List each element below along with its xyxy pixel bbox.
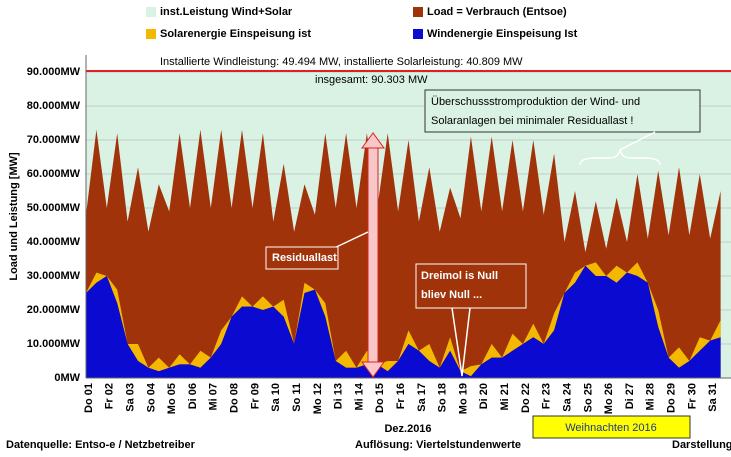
annotation: Residuallast [272,252,337,264]
x-tick-label: So 04 [145,382,157,412]
y-tick-label: 60.000MW [27,168,81,180]
x-tick-label: Do 08 [229,383,241,413]
x-tick-label: Do 29 [665,383,677,413]
x-tick-label: So 11 [291,383,303,412]
x-tick-label: Fr 02 [104,383,116,409]
x-tick-label: Sa 31 [707,383,719,412]
legend-swatch [413,29,423,39]
x-tick-label: Mi 14 [353,382,365,410]
arrow-head [361,361,385,378]
y-tick-label: 10.000MW [27,338,81,350]
x-tick-label: Di 27 [624,383,636,409]
y-tick-label: 40.000MW [27,236,81,248]
footer: Auflösung: Viertelstundenwerte [355,439,521,451]
annotation-box [265,246,339,270]
x-tick-label: Fr 30 [686,383,698,409]
x-tick-label: Mi 28 [645,383,657,411]
legend-label: Solarenergie Einspeisung ist [160,28,311,40]
footer: Darstellung: [672,439,731,451]
legend-label: Load = Verbrauch (Entsoe) [427,6,567,18]
annotation: Dreimol is Null [421,270,498,282]
x-tick-label: Sa 03 [125,383,137,412]
x-tick-label: Sa 24 [561,382,573,412]
arrow-head [361,132,385,149]
annotation: bliev Null ... [421,289,482,301]
annotation: Solaranlagen bei minimaler Residuallast … [431,115,633,127]
residual-arrow [367,144,379,366]
x-tick-label: Mo 26 [603,383,615,414]
x-tick-label: Mi 07 [208,383,220,411]
x-tick-label: Di 13 [333,383,345,409]
y-tick-label: 70.000MW [27,134,81,146]
y-tick-label: 50.000MW [27,202,81,214]
legend-label: inst.Leistung Wind+Solar [160,6,293,18]
x-tick-label: So 18 [437,383,449,412]
x-tick-label: Mo 19 [457,383,469,414]
annotation-box [532,415,691,439]
legend-label: Windenergie Einspeisung Ist [427,28,578,40]
y-tick-label: 20.000MW [27,304,81,316]
x-tick-label: Sa 10 [270,383,282,412]
x-tick-label: Mo 12 [312,383,324,414]
x-tick-label: Sa 17 [416,383,428,412]
y-tick-label: 80.000MW [27,100,81,112]
annotation: insgesamt: 90.303 MW [315,74,428,86]
x-tick-label: Mo 05 [166,383,178,414]
x-tick-label: Fr 16 [395,383,407,409]
annotation-box [424,89,701,133]
annotation: Überschussstromproduktion der Wind- und [431,96,640,108]
x-tick-label: Do 15 [374,383,386,413]
annotation-box [415,263,527,309]
x-tick-label: Fr 09 [249,383,261,409]
annotation: Installierte Windleistung: 49.494 MW, in… [160,56,523,68]
x-tick-label: Di 20 [478,383,490,409]
y-tick-label: 0MW [54,372,80,384]
x-axis-title: Dez.2016 [384,423,431,435]
x-tick-label: So 25 [582,383,594,412]
annotation: Weihnachten 2016 [565,422,657,434]
x-tick-label: Fr 23 [541,383,553,409]
legend-swatch [413,7,423,17]
pointer [451,307,471,377]
y-axis-title: Load und Leistung [MW] [8,152,20,281]
footer: Datenquelle: Entso-e / Netzbetreiber [6,439,196,451]
legend-swatch [146,29,156,39]
x-tick-label: Di 06 [187,383,199,409]
x-tick-label: Mi 21 [499,383,511,411]
x-tick-label: Do 01 [83,383,95,413]
pointer [619,131,656,151]
x-tick-label: Do 22 [520,383,532,413]
y-tick-label: 30.000MW [27,270,81,282]
wind-area [86,265,721,378]
y-tick-label: 90.000MW [27,66,81,78]
legend-swatch [146,7,156,17]
